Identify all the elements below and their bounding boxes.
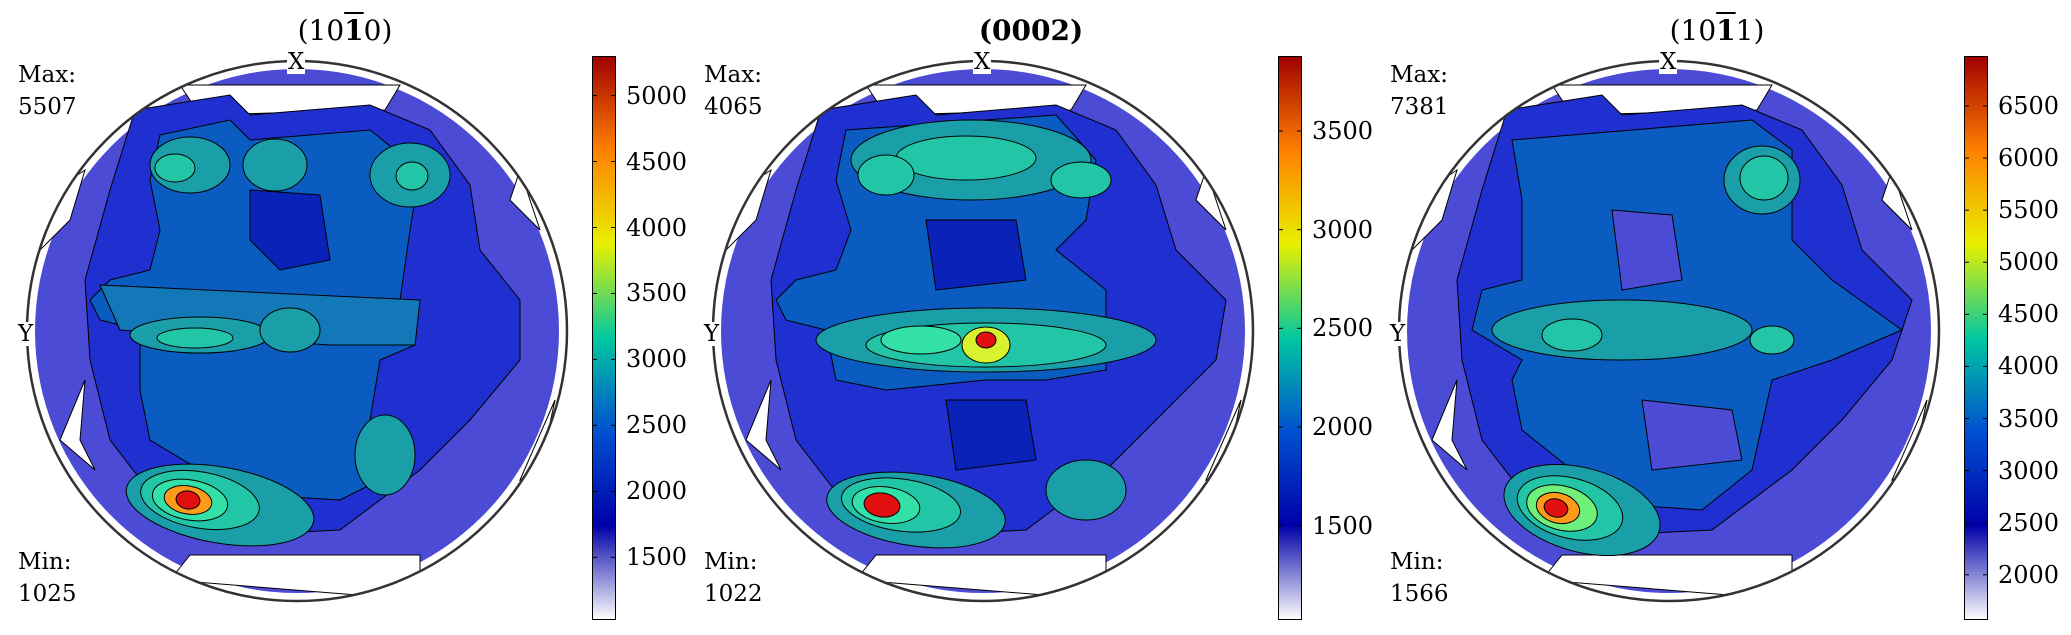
- max-value: 5507: [18, 94, 77, 120]
- contour-region: [169, 554, 421, 601]
- contour-region: [1045, 459, 1127, 521]
- x-axis-label: X: [973, 49, 992, 75]
- pole-figure-plot: [711, 59, 1255, 603]
- colorbar-tick-label: 6500: [1998, 92, 2060, 120]
- colorbar-tick-label: 2000: [1998, 560, 2060, 589]
- colorbar-tick-label: 2000: [1312, 413, 1374, 441]
- max-value: 4065: [704, 94, 763, 120]
- min-value: 1566: [1390, 581, 1449, 607]
- colorbar-tick-label: 2500: [1998, 508, 2060, 537]
- max-label: Max:: [18, 62, 76, 88]
- contour-region: [925, 219, 1027, 291]
- pole-figure-panel-2: (0002) Max: 4065 Min: 1022 X Y 3500 3000 2…: [686, 0, 1376, 635]
- contour-region: [175, 490, 201, 510]
- colorbar-gradient: [1278, 56, 1302, 620]
- colorbar-tick-label: 2500: [626, 411, 688, 440]
- contour-region: [863, 492, 901, 518]
- colorbar-tick-label: 3500: [1312, 116, 1374, 145]
- y-axis-label: Y: [17, 321, 35, 347]
- contour-region: [1541, 554, 1793, 601]
- x-axis-label: X: [287, 49, 306, 75]
- contour-region: [259, 307, 321, 353]
- colorbar-tick-label: 4500: [1998, 300, 2060, 329]
- min-label: Min:: [704, 549, 758, 575]
- panel-title: (0002): [978, 14, 1084, 47]
- colorbar-tick-label: 4000: [626, 213, 688, 242]
- max-label: Max:: [704, 62, 762, 88]
- min-value: 1022: [704, 581, 763, 607]
- colorbar-tick-label: 2000: [626, 477, 688, 506]
- contour-region: [1543, 498, 1569, 518]
- contour-region: [745, 379, 782, 471]
- contour-fill: [721, 69, 1245, 601]
- colorbar-gradient: [592, 56, 616, 620]
- contour-region: [1881, 168, 1913, 231]
- contour-region: [59, 379, 96, 471]
- pole-figure-panel-1: (1010) Max: 5507 Min: 1025 X Y 5000 4500 4…: [0, 0, 690, 635]
- pole-figure-panel-3: (1011) Max: 7381 Min: 1566 X Y 6500 6000 5…: [1372, 0, 2062, 635]
- contour-region: [880, 325, 962, 355]
- min-label: Min:: [1390, 549, 1444, 575]
- contour-region: [354, 414, 416, 496]
- colorbar-tick-label: 3000: [626, 345, 688, 374]
- contour-region: [1611, 209, 1683, 291]
- colorbar-tick-label: 1500: [1312, 511, 1374, 540]
- contour-region: [1050, 161, 1112, 199]
- panel-title: (1011): [1669, 14, 1765, 47]
- colorbar-tick-label: 3000: [1312, 215, 1374, 244]
- colorbar-tick-label: 3000: [1998, 456, 2060, 485]
- colorbar: [1278, 56, 1302, 620]
- colorbar-tick-label: 6000: [1998, 144, 2060, 173]
- contour-region: [945, 399, 1037, 471]
- colorbar-tick-label: 5500: [1998, 196, 2060, 225]
- colorbar: [592, 56, 616, 620]
- colorbar: [1964, 56, 1988, 620]
- colorbar-tick-label: 3500: [1998, 404, 2060, 433]
- colorbar-tick-label: 1500: [626, 543, 688, 572]
- colorbar-tick-label: 4500: [626, 147, 688, 176]
- colorbar-tick-label: 3500: [626, 279, 688, 308]
- colorbar-gradient: [1964, 56, 1988, 620]
- contour-region: [857, 154, 915, 196]
- y-axis-label: Y: [1389, 321, 1407, 347]
- contour-region: [249, 189, 331, 271]
- pole-figure-plot: [1397, 59, 1941, 603]
- colorbar-tick-label: 4000: [1998, 352, 2060, 381]
- contour-region: [1641, 399, 1743, 471]
- contour-region: [1431, 379, 1468, 471]
- min-label: Min:: [18, 549, 72, 575]
- min-value: 1025: [18, 581, 77, 607]
- contour-fill: [1407, 69, 1931, 601]
- contour-region: [1491, 299, 1753, 361]
- colorbar-tick-label: 5000: [626, 81, 688, 110]
- contour-region: [395, 161, 429, 191]
- contour-region: [895, 135, 1037, 181]
- contour-region: [156, 327, 234, 349]
- pole-figure-plot: [25, 59, 569, 603]
- contour-region: [1739, 155, 1789, 201]
- panel-title: (1010): [297, 14, 393, 47]
- contour-region: [242, 138, 308, 192]
- max-label: Max:: [1390, 62, 1448, 88]
- contour-region: [154, 153, 196, 183]
- y-axis-label: Y: [703, 321, 721, 347]
- contour-region: [1195, 168, 1227, 231]
- contour-region: [975, 331, 997, 349]
- max-value: 7381: [1390, 94, 1449, 120]
- contour-region: [1541, 318, 1603, 352]
- contour-region: [1749, 325, 1795, 355]
- contour-region: [509, 168, 541, 231]
- contour-fill: [35, 69, 559, 601]
- colorbar-tick-label: 2500: [1312, 314, 1374, 343]
- contour-region: [855, 554, 1107, 601]
- x-axis-label: X: [1659, 49, 1678, 75]
- colorbar-tick-label: 5000: [1998, 248, 2060, 277]
